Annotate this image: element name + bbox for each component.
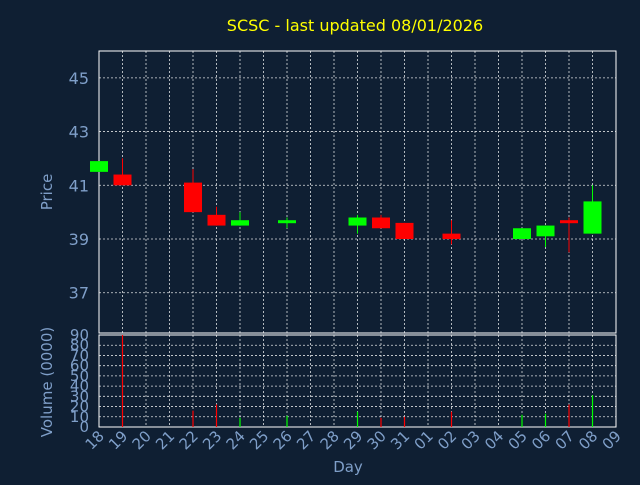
day-tick-label: 04	[481, 427, 507, 453]
candle-body	[513, 228, 531, 239]
day-tick-label: 07	[552, 427, 578, 453]
candle	[583, 185, 602, 234]
candle	[90, 161, 108, 172]
day-tick-label: 09	[599, 427, 625, 453]
day-tick-label: 28	[317, 427, 343, 453]
candle-body	[560, 220, 578, 224]
candle	[113, 158, 132, 186]
volume-tick-label: 40	[70, 377, 89, 395]
volume-tick-label: 20	[70, 398, 89, 416]
volume-tick-label: 10	[70, 408, 89, 426]
candle-body	[395, 222, 414, 239]
day-tick-label: 20	[129, 427, 155, 453]
volume-panel: 0102030405060708090181920212223242526272…	[70, 326, 625, 453]
day-tick-label: 05	[505, 427, 531, 453]
volume-tick-label: 0	[79, 418, 89, 436]
day-tick-label: 21	[152, 427, 178, 453]
day-tick-label: 22	[176, 427, 202, 453]
day-tick-label: 27	[293, 427, 319, 453]
candle	[231, 212, 249, 226]
volume-tick-label: 70	[70, 346, 89, 364]
day-tick-label: 08	[575, 427, 601, 453]
chart-title: SCSC - last updated 08/01/2026	[227, 16, 483, 35]
candle	[395, 222, 414, 239]
day-tick-label: 30	[364, 427, 390, 453]
price-tick-label: 41	[69, 176, 89, 195]
candle-body	[207, 214, 226, 226]
candle	[536, 225, 555, 248]
candle	[442, 220, 461, 245]
day-tick-label: 31	[387, 427, 413, 453]
day-tick-label: 19	[105, 427, 131, 453]
price-axis-label: Price	[38, 174, 56, 211]
volume-tick-label: 50	[70, 367, 89, 385]
volume-axis-label: Volume (0000)	[38, 327, 56, 437]
candle-body	[184, 182, 202, 213]
day-tick-label: 23	[199, 427, 225, 453]
day-tick-label: 02	[434, 427, 460, 453]
volume-tick-label: 60	[70, 357, 89, 375]
candle	[348, 214, 367, 234]
candle-body	[90, 161, 108, 172]
candle	[560, 217, 578, 253]
candle	[278, 217, 296, 229]
candle-body	[348, 217, 367, 226]
volume-tick-label: 30	[70, 387, 89, 405]
candle-body	[278, 220, 296, 224]
price-tick-label: 39	[69, 230, 89, 249]
price-frame	[98, 50, 617, 334]
day-axis-label: Day	[333, 458, 363, 476]
day-tick-label: 24	[223, 427, 249, 453]
day-tick-label: 26	[270, 427, 296, 453]
candle	[184, 169, 202, 213]
day-tick-label: 06	[528, 427, 554, 453]
volume-tick-label: 90	[70, 326, 89, 344]
price-tick-label: 37	[69, 284, 89, 303]
day-tick-label: 01	[411, 427, 437, 453]
price-tick-label: 45	[69, 69, 89, 88]
candle-body	[536, 225, 555, 237]
candle-body	[583, 201, 602, 234]
candle-body	[442, 233, 461, 239]
candle	[372, 214, 390, 229]
candle	[513, 228, 531, 239]
price-panel: 37 39 41 43 45	[69, 50, 617, 334]
volume-tick-label: 80	[70, 336, 89, 354]
day-tick-label: 29	[340, 427, 366, 453]
price-tick-label: 43	[69, 123, 89, 142]
day-tick-label: 03	[458, 427, 484, 453]
candle-body	[113, 174, 132, 186]
candle	[207, 206, 226, 226]
candle-body	[372, 217, 390, 229]
day-tick-label: 25	[246, 427, 272, 453]
candle-body	[231, 220, 249, 226]
